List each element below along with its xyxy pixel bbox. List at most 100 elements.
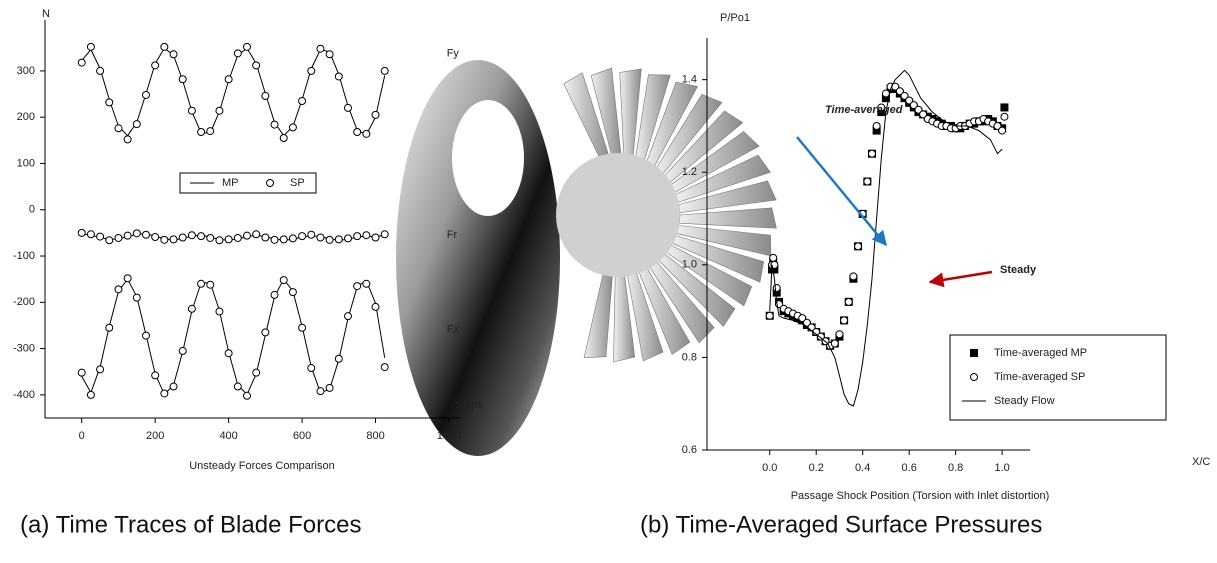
marker [105,236,114,245]
marker [334,354,343,363]
y-tick-label: 200 [17,111,35,123]
caption: (a) Time Traces of Blade Forces [20,511,361,538]
x-tick-label: 1000 [437,430,461,442]
marker [215,307,224,316]
marker [769,253,778,262]
marker [233,49,242,58]
x-tick-label: 0 [79,430,85,442]
marker [261,233,270,242]
marker [169,382,178,391]
marker [77,368,86,377]
y-tick-label: 0 [29,204,35,216]
marker [206,233,215,242]
marker [316,387,325,396]
marker [123,274,132,283]
marker [86,42,95,51]
legend-label: MP [222,177,239,189]
marker [151,233,160,242]
marker [353,282,362,291]
y-tick-label: 0.6 [682,444,697,456]
marker [343,234,352,243]
marker [1000,103,1009,112]
annotation-arrow [928,270,993,288]
marker [802,318,811,327]
curve-label: Fy [447,47,460,59]
marker [334,72,343,81]
marker [279,235,288,244]
y-tick-label: 300 [17,65,35,77]
marker [215,106,224,115]
marker [1000,112,1009,121]
marker [371,233,380,242]
series-line [769,69,1003,407]
marker [105,98,114,107]
marker [114,233,123,242]
marker [362,231,371,240]
marker [380,66,389,75]
x-tick-label: 0.8 [948,462,963,474]
marker [854,242,863,251]
x-tick-label: 800 [366,430,384,442]
curve-label: Fx [447,324,460,336]
marker [187,231,196,240]
y-tick-label: -400 [13,389,35,401]
blade-row [556,67,777,363]
marker [362,129,371,138]
marker [160,389,169,398]
marker [765,311,774,320]
marker [224,349,233,358]
marker [343,103,352,112]
annotation-arrow [796,136,887,247]
marker [895,87,904,96]
marker [132,293,141,302]
marker [353,232,362,241]
marker [881,89,890,98]
legend-box [949,334,1167,421]
marker [169,235,178,244]
annotation: Time-averaged [825,104,903,116]
marker [371,110,380,119]
series-line [81,233,385,241]
x-tick-label: 400 [219,430,237,442]
y-tick-label: -200 [13,296,35,308]
legend-box [179,172,317,194]
x-tick-label: 1.0 [994,462,1009,474]
marker [816,332,825,341]
marker [288,288,297,297]
marker [206,280,215,289]
marker [914,105,923,114]
y-tick-label: -300 [13,342,35,354]
marker [151,61,160,70]
marker [77,58,86,67]
marker [252,230,261,239]
marker [114,124,123,133]
marker [316,44,325,53]
marker [233,233,242,242]
x-tick-label: 600 [293,430,311,442]
marker [141,90,150,99]
marker [905,96,914,105]
marker [141,230,150,239]
marker [325,50,334,59]
marker [840,316,849,325]
legend-label: Time-averaged MP [994,347,1087,359]
y-axis-label: N [42,8,50,20]
y-tick-label: 1.2 [682,166,697,178]
marker [919,110,928,119]
marker [279,134,288,143]
marker [178,75,187,84]
marker [252,61,261,70]
marker [197,232,206,241]
marker [844,297,853,306]
y-tick-label: -100 [13,250,35,262]
marker [298,96,307,105]
y-tick-label: 0.8 [682,351,697,363]
chart-title: Passage Shock Position (Torsion with Inl… [791,490,1050,502]
marker [178,346,187,355]
marker [872,121,881,130]
marker [151,371,160,380]
marker [316,233,325,242]
marker [114,285,123,294]
legend-label: Steady Flow [994,395,1055,407]
marker [772,283,781,292]
